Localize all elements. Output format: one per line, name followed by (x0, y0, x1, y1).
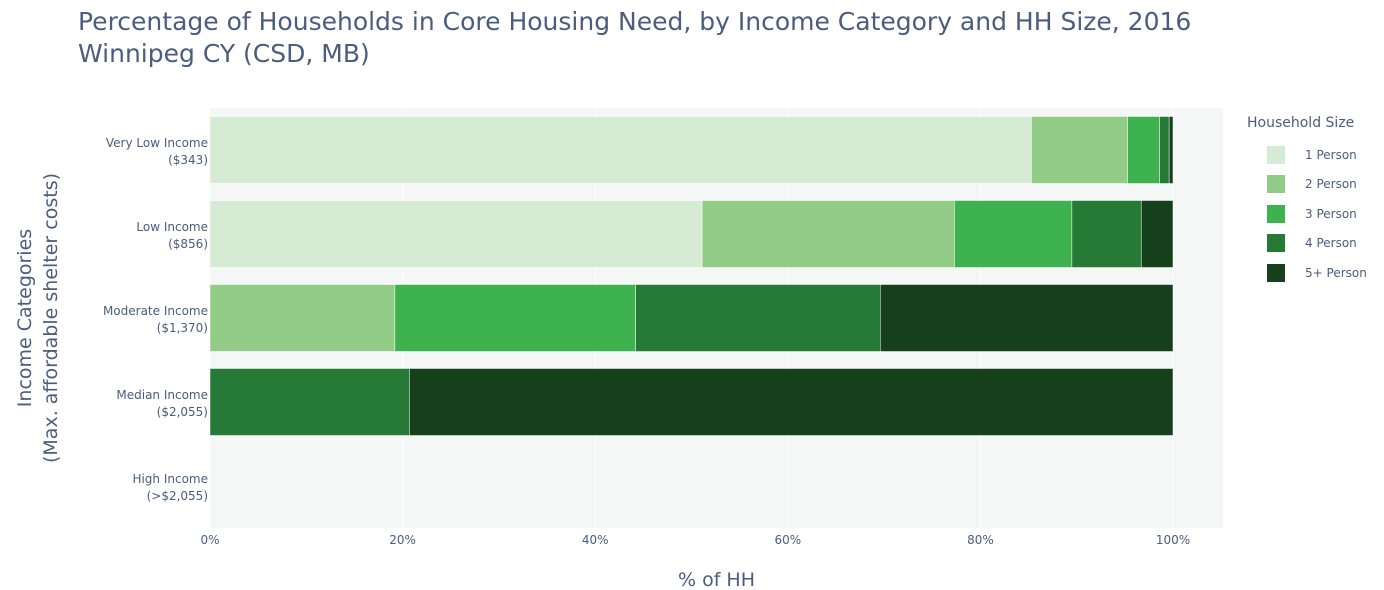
y-axis-title-line-1: Income Categories (14, 229, 36, 407)
legend-label: 3 Person (1305, 206, 1357, 221)
y-tick-label: ($856) (168, 237, 208, 251)
chart-title-line-2: Winnipeg CY (CSD, MB) (78, 39, 370, 68)
x-tick-label: 60% (774, 533, 801, 547)
legend-title: Household Size (1247, 115, 1355, 131)
bar-segment (701, 200, 955, 268)
x-tick-label: 0% (200, 533, 219, 547)
bar-segment (879, 284, 1174, 352)
legend-label: 4 Person (1305, 236, 1357, 251)
bar-segment (1168, 116, 1174, 184)
legend-swatch (1267, 234, 1285, 253)
legend-item[interactable]: 4 Person (1240, 229, 1380, 259)
legend-label: 2 Person (1305, 177, 1357, 192)
legend-label: 1 Person (1305, 147, 1357, 162)
legend-item[interactable]: 3 Person (1240, 199, 1380, 229)
bar-segment (1071, 200, 1142, 268)
chart-title: Percentage of Households in Core Housing… (78, 6, 1191, 70)
bar-segment (1031, 116, 1128, 184)
y-tick-label: Very Low Income (106, 136, 208, 150)
y-tick-label: Median Income (116, 388, 208, 402)
legend-item[interactable]: 1 Person (1240, 140, 1380, 170)
chart-title-line-1: Percentage of Households in Core Housing… (78, 7, 1192, 36)
x-tick-label: 80% (967, 533, 994, 547)
bar-segment (1159, 116, 1170, 184)
legend-item[interactable]: 5+ Person (1240, 258, 1380, 288)
bar-segment (409, 368, 1174, 436)
bar-segment (954, 200, 1073, 268)
bar-segment (209, 368, 410, 436)
legend-item[interactable]: 2 Person (1240, 170, 1380, 200)
legend-label: 5+ Person (1305, 265, 1367, 280)
y-tick-label: ($2,055) (157, 405, 208, 419)
bar-segment (1127, 116, 1160, 184)
legend-swatch (1267, 204, 1285, 223)
bar-segment (394, 284, 636, 352)
bar-segment (635, 284, 881, 352)
legend-swatch (1267, 145, 1285, 164)
x-tick-label: 20% (389, 533, 416, 547)
bar-segment (209, 284, 396, 352)
bar-segment (1140, 200, 1174, 268)
y-tick-label: ($1,370) (157, 321, 208, 335)
y-tick-label: ($343) (168, 153, 208, 167)
y-tick-label: Moderate Income (103, 304, 208, 318)
legend: Household Size 1 Person 2 Person 3 Person 4… (1240, 115, 1380, 288)
y-tick-label: (>$2,055) (147, 489, 208, 503)
x-tick-label: 100% (1156, 533, 1190, 547)
x-tick-label: 40% (582, 533, 609, 547)
y-axis-title-line-2: (Max. affordable shelter costs) (40, 173, 62, 463)
bar-segment (209, 116, 1032, 184)
x-axis-title: % of HH (678, 569, 755, 590)
legend-swatch (1267, 175, 1285, 194)
bar-segment (209, 200, 703, 268)
y-tick-label: High Income (132, 472, 208, 486)
y-tick-label: Low Income (136, 220, 208, 234)
legend-swatch (1267, 263, 1285, 282)
